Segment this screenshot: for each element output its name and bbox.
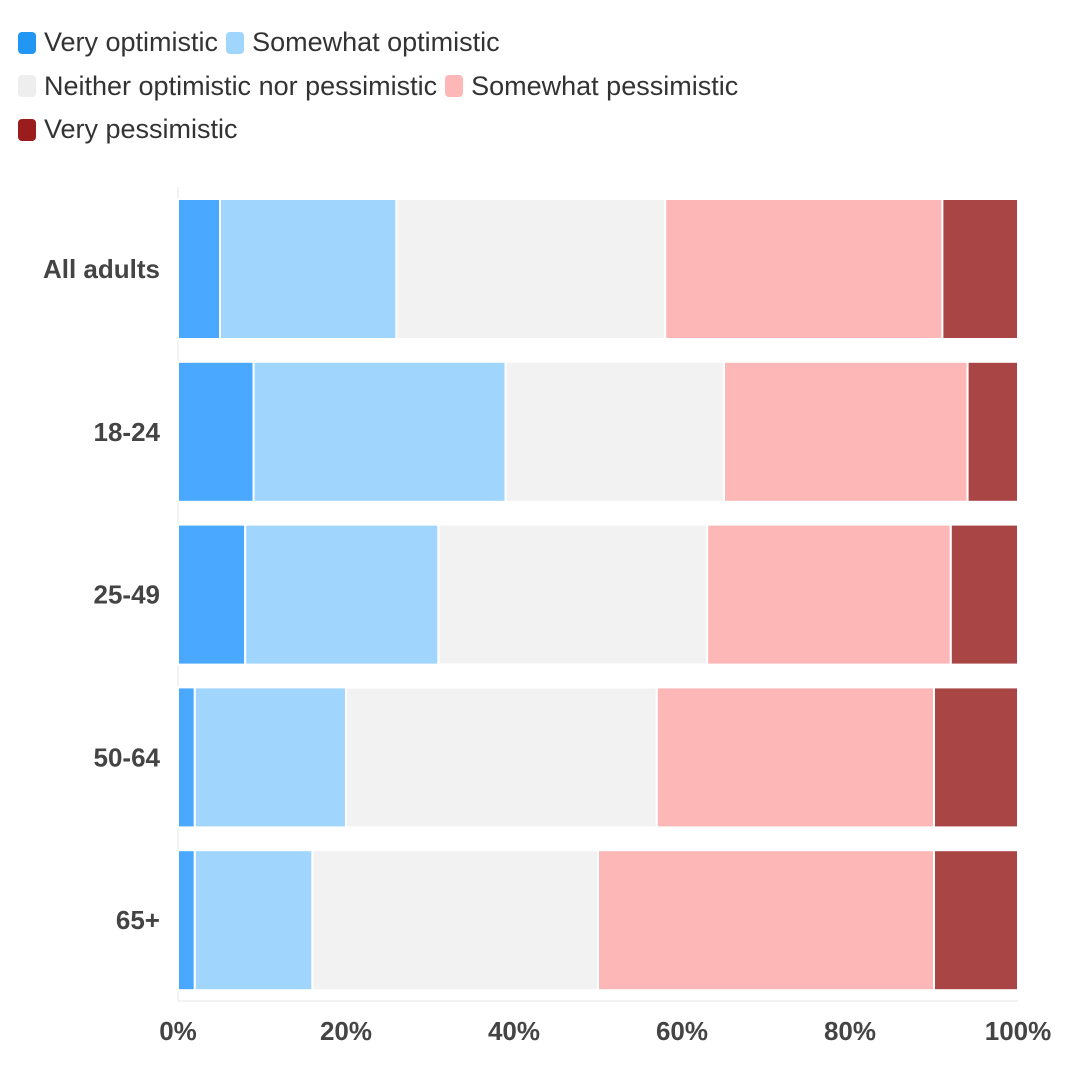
bar-segment xyxy=(193,686,347,829)
legend-label: Neither optimistic nor pessimistic xyxy=(44,70,438,101)
legend-item[interactable]: Somewhat pessimistic xyxy=(445,66,738,107)
legend-swatch xyxy=(18,118,36,141)
bar-segment xyxy=(177,686,196,829)
legend: Very optimistic Somewhat optimistic Neithe… xyxy=(18,22,1018,153)
bar-segment xyxy=(252,360,507,503)
legend-label: Very optimistic xyxy=(44,27,219,57)
bar-segment xyxy=(177,523,247,666)
legend-swatch xyxy=(445,75,464,97)
bar-segment xyxy=(655,686,935,829)
x-tick-label: 40% xyxy=(488,1016,540,1046)
bar-segment xyxy=(219,198,398,340)
bar-segment xyxy=(504,360,725,503)
bar-segment xyxy=(177,360,255,503)
bar-segment xyxy=(177,849,196,992)
bar-segment xyxy=(177,198,221,340)
legend-label: Somewhat optimistic xyxy=(252,27,500,57)
bar-segment xyxy=(437,523,709,666)
category-label: 25-49 xyxy=(94,580,161,610)
bar-segment xyxy=(244,523,440,666)
bar-segment xyxy=(723,360,969,503)
bar-segment xyxy=(193,849,314,992)
bar-segment xyxy=(949,523,1019,666)
bar-segment xyxy=(933,686,1019,829)
category-label: 65+ xyxy=(116,905,160,935)
legend-swatch xyxy=(18,75,36,97)
bar-segment xyxy=(966,360,1019,503)
bar-segment xyxy=(311,849,599,992)
x-tick-label: 80% xyxy=(824,1016,876,1046)
x-tick-label: 20% xyxy=(320,1016,372,1046)
legend-swatch xyxy=(18,31,36,54)
category-label: 50-64 xyxy=(94,742,161,772)
legend-label: Somewhat pessimistic xyxy=(471,70,739,101)
bar-segment xyxy=(395,198,667,340)
bar-segment xyxy=(664,198,944,340)
legend-item[interactable]: Very optimistic xyxy=(18,22,218,63)
legend-swatch xyxy=(226,31,245,54)
bar-segment xyxy=(933,849,1019,992)
x-tick-label: 100% xyxy=(985,1016,1052,1046)
legend-item[interactable]: Somewhat optimistic xyxy=(226,22,500,63)
bar-segment xyxy=(345,686,658,829)
bar-segment xyxy=(706,523,952,666)
bar-segment xyxy=(597,849,935,992)
bar-segment xyxy=(941,198,1020,340)
x-tick-label: 0% xyxy=(159,1016,197,1046)
category-label: 18-24 xyxy=(94,417,161,447)
legend-item[interactable]: Very pessimistic xyxy=(18,109,238,150)
legend-item[interactable]: Neither optimistic nor pessimistic xyxy=(18,66,437,107)
legend-label: Very pessimistic xyxy=(44,114,238,144)
x-tick-label: 60% xyxy=(656,1016,708,1046)
category-label: All adults xyxy=(43,254,160,284)
